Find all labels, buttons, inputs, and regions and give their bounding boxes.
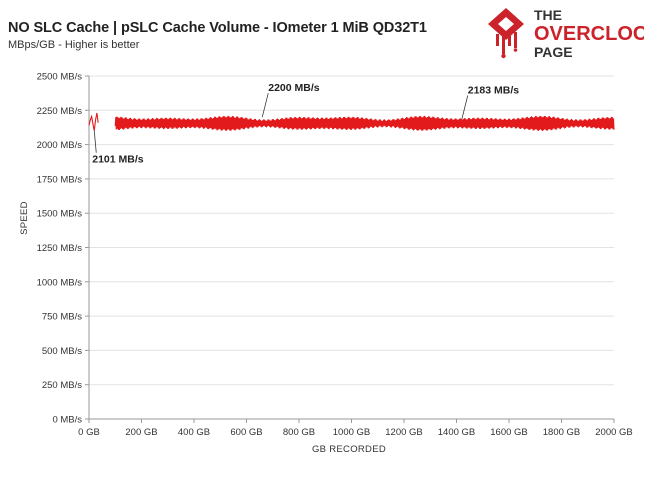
annotations: 2101 MB/s 2200 MB/s 2183 MB/s	[92, 82, 519, 166]
y-tick-label: 2000 MB/s	[37, 140, 83, 151]
gridlines	[89, 75, 614, 386]
y-tick-label: 250 MB/s	[42, 380, 82, 391]
y-tick-label: 0 MB/s	[52, 415, 82, 426]
x-tick-label: 400 GB	[178, 427, 210, 438]
annotation-label: 2101 MB/s	[92, 154, 144, 166]
x-tick-label: 2000 GB	[595, 427, 633, 438]
chart-subtitle: MBps/GB - Higher is better	[8, 39, 140, 51]
series-line-main	[114, 115, 615, 131]
series-line-start	[88, 112, 99, 131]
chart-title: NO SLC Cache | pSLC Cache Volume - IOmet…	[8, 20, 427, 36]
y-tick-label: 2250 MB/s	[37, 106, 83, 117]
y-tick-label: 1500 MB/s	[37, 209, 83, 220]
y-tick-label: 2500 MB/s	[37, 72, 83, 83]
x-tick-label: 1400 GB	[438, 427, 476, 438]
x-axis-ticks: 0 GB 200 GB 400 GB 600 GB 800 GB 1000 GB 1200 …	[78, 419, 633, 438]
annotation-leader	[261, 93, 269, 118]
x-tick-label: 600 GB	[230, 427, 262, 438]
overclock-page-logo: THE OVERCLOCK PAGE	[488, 7, 644, 60]
annotation-leader	[93, 130, 97, 153]
x-tick-label: 1200 GB	[385, 427, 423, 438]
x-tick-label: 1000 GB	[333, 427, 371, 438]
x-tick-label: 1600 GB	[490, 427, 528, 438]
annotation-leader	[461, 95, 469, 120]
y-axis-ticks: 0 MB/s 250 MB/s 500 MB/s 750 MB/s 1000 MB/s 1…	[37, 72, 89, 426]
x-tick-label: 200 GB	[125, 427, 157, 438]
dripping-chip-icon	[488, 8, 524, 59]
annotation-label: 2183 MB/s	[468, 84, 520, 96]
y-tick-label: 1250 MB/s	[37, 243, 83, 254]
series-group	[88, 112, 615, 131]
logo-line-3: PAGE	[534, 44, 573, 60]
annotation-label: 2200 MB/s	[268, 82, 320, 94]
logo-line-1: THE	[534, 7, 562, 23]
x-tick-label: 800 GB	[283, 427, 315, 438]
y-axis-label: SPEED	[19, 201, 30, 235]
x-tick-label: 0 GB	[78, 427, 100, 438]
y-tick-label: 1750 MB/s	[37, 174, 83, 185]
x-tick-label: 1800 GB	[543, 427, 581, 438]
logo-line-2: OVERCLOCK	[534, 23, 644, 45]
y-tick-label: 1000 MB/s	[37, 277, 83, 288]
y-tick-label: 750 MB/s	[42, 312, 82, 323]
y-tick-label: 500 MB/s	[42, 346, 82, 357]
x-axis-label: GB RECORDED	[312, 444, 386, 455]
